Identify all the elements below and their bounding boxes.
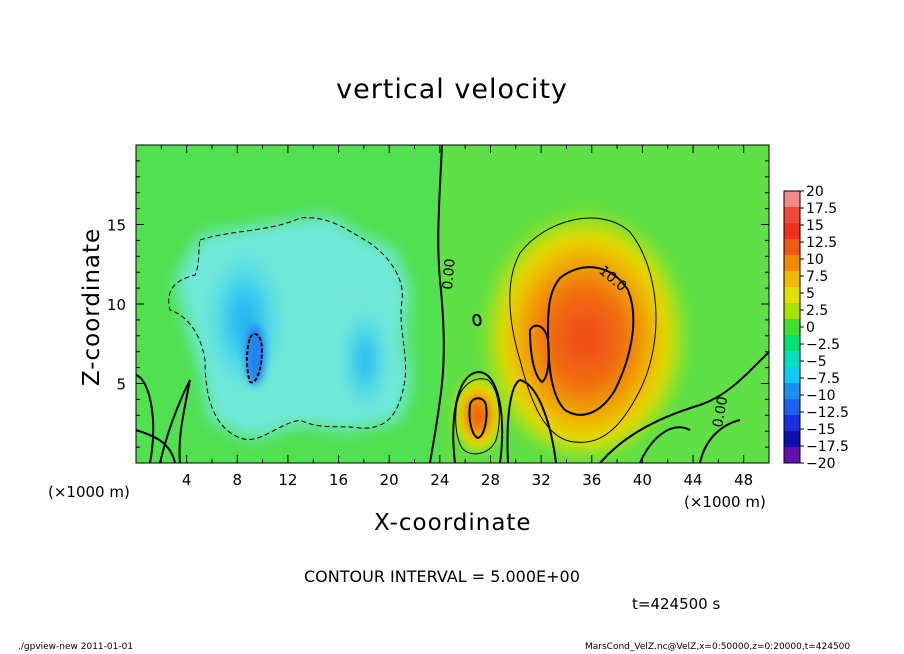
x-tick-label: 8: [233, 471, 243, 489]
time-label: t=424500 s: [632, 595, 721, 613]
contours: [136, 145, 769, 463]
footer-right: MarsCond_VelZ.nc@VelZ,x=0:50000,z=0:2000…: [585, 642, 851, 652]
contour-10-left-cell: [528, 324, 550, 384]
contour-5-small-cell: [455, 378, 500, 455]
colorbar-label: 20: [806, 184, 824, 200]
x-tick-label: 16: [329, 471, 348, 489]
colorbar-swatch: [784, 255, 800, 272]
x-unit-right: (×1000 m): [684, 493, 766, 511]
x-tick-label: 40: [633, 471, 652, 489]
contour-zero-around-small: [452, 370, 504, 463]
colorbar-swatch: [784, 335, 800, 352]
contour-zero-line: [429, 145, 445, 463]
x-tick-label: 44: [683, 471, 702, 489]
colorbar-label: −15: [806, 422, 836, 438]
colorbar-label: −5: [806, 354, 827, 370]
x-tick-label: 28: [481, 471, 500, 489]
contour-neg10-core: [246, 333, 264, 384]
colorbar-swatch: [784, 367, 800, 384]
x-tick-label: 4: [182, 471, 192, 489]
contour-zero-right-cell: [506, 378, 557, 463]
downdraft-core: [205, 245, 285, 395]
footer-left: ./gpview-new 2011-01-01: [18, 642, 134, 652]
x-axis-label: X-coordinate: [374, 510, 532, 536]
x-tick-label: 36: [582, 471, 601, 489]
colorbar-label: 10: [806, 252, 824, 268]
x-tick-label: 24: [430, 471, 449, 489]
colorbar-swatch: [784, 191, 800, 208]
colorbar-label: 12.5: [806, 235, 837, 251]
colorbar: 2017.51512.5107.552.50−2.5−5−7.5−10−12.5…: [783, 184, 849, 472]
colorbar-swatch: [784, 223, 800, 240]
small-updraft-region: [450, 373, 506, 457]
colorbar-swatch: [784, 351, 800, 368]
colorbar-label: −20: [806, 456, 836, 472]
x-axis: 4 8 12 16 20 24 28 32 36 40 44 48: [160, 145, 753, 489]
colorbar-label: 15: [806, 218, 824, 234]
x-tick-label: 32: [532, 471, 551, 489]
y-tick-label: 5: [116, 376, 126, 394]
colorbar-swatch: [784, 431, 800, 448]
colorbar-label: 2.5: [806, 303, 828, 319]
colorbar-swatch: [784, 287, 800, 304]
colorbar-swatch: [784, 239, 800, 256]
colorbar-label: −7.5: [806, 371, 840, 387]
colorbar-swatch: [784, 207, 800, 224]
colorbar-swatch: [784, 447, 800, 464]
colorbar-label: 17.5: [806, 201, 837, 217]
contour-5-updraft: [509, 217, 657, 443]
contour-zero-right: [599, 351, 769, 463]
colorbar-swatch: [784, 303, 800, 320]
y-tick-label: 10: [107, 296, 126, 314]
colorbar-swatch: [784, 319, 800, 336]
contour-label-zero-right: 0.00: [710, 395, 731, 428]
contour-label-zero-left: 0.00: [440, 258, 459, 290]
downdraft-core-2: [343, 305, 387, 415]
contour-10-updraft: [546, 266, 635, 416]
colorbar-swatch: [784, 383, 800, 400]
colorbar-label: −2.5: [806, 337, 840, 353]
y-axis-label: Z-coordinate: [79, 227, 105, 387]
colorbar-swatch: [784, 271, 800, 288]
x-tick-label: 20: [380, 471, 399, 489]
x-tick-label: 48: [734, 471, 753, 489]
colorbar-label: 7.5: [806, 269, 828, 285]
colorbar-swatch: [784, 399, 800, 416]
colorbar-label: −12.5: [806, 405, 849, 421]
chart-title: vertical velocity: [336, 74, 568, 105]
heatmap-field: [136, 145, 769, 463]
contour-small-loop: [472, 313, 482, 327]
colorbar-label: −17.5: [806, 439, 849, 455]
contour-10-small-cell: [468, 397, 488, 440]
contour-interval-text: CONTOUR INTERVAL = 5.000E+00: [304, 567, 580, 586]
colorbar-swatch: [784, 415, 800, 432]
contour-neg5-downdraft: [168, 217, 407, 440]
colorbar-label: 0: [806, 320, 815, 336]
y-axis: 5 10 15: [107, 160, 769, 448]
y-tick-label: 15: [107, 217, 126, 235]
x-tick-label: 12: [278, 471, 297, 489]
colorbar-label: −10: [806, 388, 836, 404]
colorbar-label: 5: [806, 286, 815, 302]
x-unit-left: (×1000 m): [48, 483, 130, 501]
